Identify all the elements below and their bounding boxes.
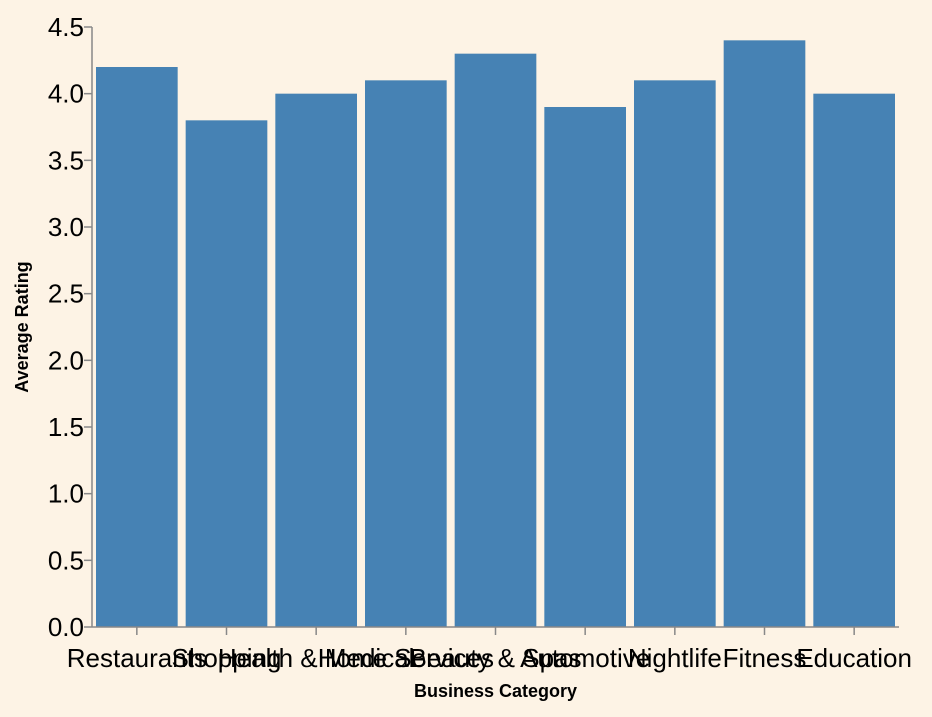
bar — [454, 53, 537, 627]
y-tick-label: 0.0 — [48, 612, 84, 642]
bar — [813, 93, 895, 627]
y-tick-label: 2.5 — [48, 279, 84, 309]
y-tick-label: 3.5 — [48, 145, 84, 175]
y-axis-title: Average Rating — [12, 261, 32, 392]
x-tick-label: Health & Medical — [218, 643, 415, 673]
y-tick-label: 3.0 — [48, 212, 84, 242]
bars-group — [96, 40, 895, 628]
bar — [634, 80, 716, 628]
bar — [275, 93, 357, 627]
y-tick-label: 4.0 — [48, 79, 84, 109]
x-tick-label: Fitness — [723, 643, 807, 673]
x-tick-label: Home Services — [318, 643, 494, 673]
bar — [365, 80, 447, 628]
bar — [185, 120, 268, 627]
y-tick-label: 2.0 — [48, 345, 84, 375]
x-tick-label: Education — [796, 643, 912, 673]
x-tick-label: Beauty & Spas — [410, 643, 582, 673]
y-tick-label: 4.5 — [48, 12, 84, 42]
y-axis-ticks: 0.0 0.5 1.0 1.5 2.0 2.5 3.0 3.5 4.0 4.5 — [48, 12, 92, 642]
y-tick-label: 1.5 — [48, 412, 84, 442]
x-tick-label: Automotive — [520, 643, 650, 673]
x-tick-label: Shopping — [172, 643, 282, 673]
bar — [723, 40, 806, 628]
y-tick-label: 0.5 — [48, 545, 84, 575]
x-tick-label: Restaurants — [67, 643, 207, 673]
x-axis-title: Business Category — [414, 681, 577, 701]
x-tick-label: Nightlife — [628, 643, 722, 673]
bar — [96, 67, 178, 627]
y-tick-label: 1.0 — [48, 479, 84, 509]
bar — [544, 107, 626, 627]
